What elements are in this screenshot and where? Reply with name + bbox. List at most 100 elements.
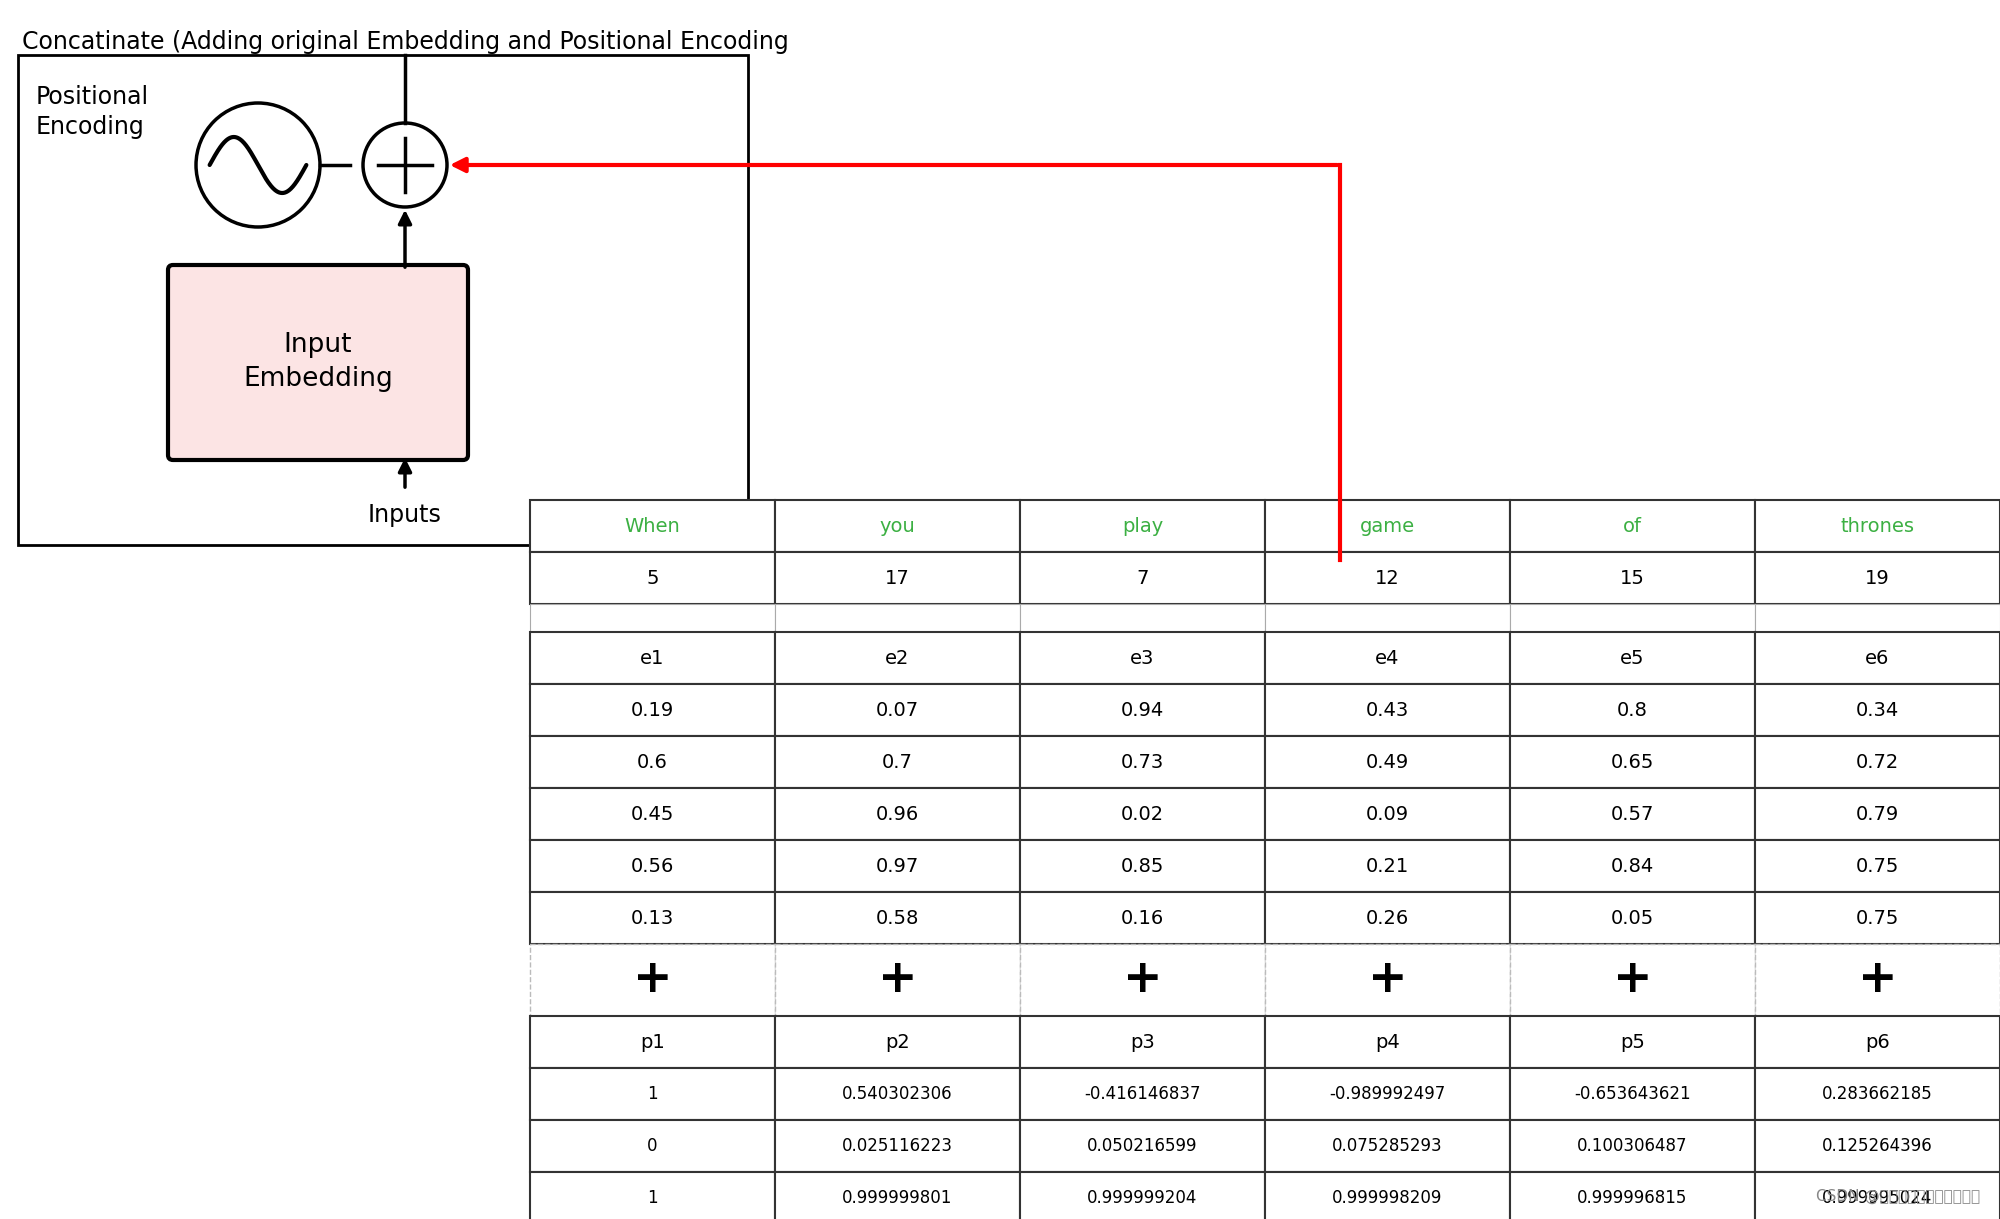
FancyBboxPatch shape	[776, 631, 1020, 684]
FancyBboxPatch shape	[1756, 500, 2000, 552]
FancyBboxPatch shape	[1266, 944, 1510, 1015]
Text: 0.65: 0.65	[1610, 752, 1654, 772]
Text: Input
Embedding: Input Embedding	[244, 333, 392, 393]
Text: -0.416146837: -0.416146837	[1084, 1085, 1200, 1103]
FancyBboxPatch shape	[776, 1068, 1020, 1120]
FancyBboxPatch shape	[776, 787, 1020, 840]
FancyBboxPatch shape	[530, 892, 776, 944]
Text: 0.49: 0.49	[1366, 752, 1410, 772]
FancyBboxPatch shape	[776, 500, 1020, 552]
FancyBboxPatch shape	[1020, 1171, 1266, 1219]
FancyBboxPatch shape	[1756, 631, 2000, 684]
FancyBboxPatch shape	[1510, 840, 1756, 892]
FancyBboxPatch shape	[1266, 552, 1510, 603]
Text: 0.02: 0.02	[1120, 805, 1164, 824]
Text: 0.05: 0.05	[1610, 908, 1654, 928]
FancyBboxPatch shape	[1510, 684, 1756, 736]
Text: 0.075285293: 0.075285293	[1332, 1137, 1442, 1154]
Text: 0.125264396: 0.125264396	[1822, 1137, 1932, 1154]
FancyBboxPatch shape	[530, 840, 776, 892]
FancyBboxPatch shape	[1266, 500, 1510, 552]
Text: 0.43: 0.43	[1366, 701, 1410, 719]
Text: 0.57: 0.57	[1610, 805, 1654, 824]
Text: 1: 1	[648, 1085, 658, 1103]
FancyBboxPatch shape	[1510, 603, 1756, 631]
Text: 0.13: 0.13	[630, 908, 674, 928]
Text: 0.8: 0.8	[1618, 701, 1648, 719]
Text: 0.85: 0.85	[1120, 857, 1164, 875]
FancyBboxPatch shape	[530, 500, 776, 552]
Text: 0.09: 0.09	[1366, 805, 1410, 824]
FancyBboxPatch shape	[530, 552, 776, 603]
FancyBboxPatch shape	[1266, 787, 1510, 840]
Text: 0.72: 0.72	[1856, 752, 1900, 772]
FancyBboxPatch shape	[776, 684, 1020, 736]
FancyBboxPatch shape	[1756, 840, 2000, 892]
FancyBboxPatch shape	[1756, 1068, 2000, 1120]
FancyBboxPatch shape	[530, 631, 776, 684]
FancyBboxPatch shape	[530, 1171, 776, 1219]
FancyBboxPatch shape	[1510, 1068, 1756, 1120]
FancyBboxPatch shape	[1266, 684, 1510, 736]
Text: 0.283662185: 0.283662185	[1822, 1085, 1932, 1103]
Text: +: +	[1368, 957, 1408, 1002]
Text: you: you	[880, 517, 916, 535]
Text: -0.653643621: -0.653643621	[1574, 1085, 1690, 1103]
Text: 5: 5	[646, 568, 658, 588]
FancyBboxPatch shape	[776, 603, 1020, 631]
FancyBboxPatch shape	[530, 1120, 776, 1171]
Text: e1: e1	[640, 649, 664, 668]
FancyBboxPatch shape	[168, 265, 468, 460]
FancyBboxPatch shape	[1020, 603, 1266, 631]
Text: +: +	[878, 957, 918, 1002]
FancyBboxPatch shape	[1020, 840, 1266, 892]
FancyBboxPatch shape	[1020, 1120, 1266, 1171]
FancyBboxPatch shape	[1510, 631, 1756, 684]
FancyBboxPatch shape	[1020, 892, 1266, 944]
Text: -0.989992497: -0.989992497	[1330, 1085, 1446, 1103]
Text: 0.94: 0.94	[1120, 701, 1164, 719]
FancyBboxPatch shape	[1020, 787, 1266, 840]
Text: 0.56: 0.56	[630, 857, 674, 875]
FancyBboxPatch shape	[1266, 892, 1510, 944]
Text: Concatinate (Adding original Embedding and Positional Encoding: Concatinate (Adding original Embedding a…	[22, 30, 788, 54]
FancyBboxPatch shape	[1756, 1171, 2000, 1219]
FancyBboxPatch shape	[530, 1015, 776, 1068]
FancyBboxPatch shape	[1266, 631, 1510, 684]
Text: p5: p5	[1620, 1032, 1644, 1052]
FancyBboxPatch shape	[1510, 1171, 1756, 1219]
Text: 0.540302306: 0.540302306	[842, 1085, 952, 1103]
FancyBboxPatch shape	[1510, 736, 1756, 787]
Text: +: +	[632, 957, 672, 1002]
Text: 0.75: 0.75	[1856, 857, 1900, 875]
Text: 0.6: 0.6	[638, 752, 668, 772]
Text: 0.97: 0.97	[876, 857, 920, 875]
Circle shape	[364, 123, 448, 207]
FancyBboxPatch shape	[1020, 1015, 1266, 1068]
FancyBboxPatch shape	[776, 892, 1020, 944]
Text: play: play	[1122, 517, 1164, 535]
Text: 0.999995024: 0.999995024	[1822, 1189, 1932, 1207]
Text: 0.16: 0.16	[1120, 908, 1164, 928]
FancyBboxPatch shape	[530, 603, 776, 631]
FancyBboxPatch shape	[1756, 944, 2000, 1015]
Text: 12: 12	[1376, 568, 1400, 588]
Text: Inputs: Inputs	[368, 503, 442, 527]
FancyBboxPatch shape	[1510, 552, 1756, 603]
FancyBboxPatch shape	[1266, 1171, 1510, 1219]
Text: 0.79: 0.79	[1856, 805, 1900, 824]
FancyBboxPatch shape	[1020, 944, 1266, 1015]
Text: p6: p6	[1866, 1032, 1890, 1052]
Text: 7: 7	[1136, 568, 1148, 588]
Text: e5: e5	[1620, 649, 1644, 668]
FancyBboxPatch shape	[1510, 500, 1756, 552]
Text: 0.999999801: 0.999999801	[842, 1189, 952, 1207]
Text: 0.34: 0.34	[1856, 701, 1900, 719]
FancyBboxPatch shape	[1266, 736, 1510, 787]
FancyBboxPatch shape	[1756, 787, 2000, 840]
FancyBboxPatch shape	[1510, 1015, 1756, 1068]
Text: 1: 1	[648, 1189, 658, 1207]
FancyBboxPatch shape	[1510, 892, 1756, 944]
Text: e2: e2	[886, 649, 910, 668]
Text: p4: p4	[1376, 1032, 1400, 1052]
